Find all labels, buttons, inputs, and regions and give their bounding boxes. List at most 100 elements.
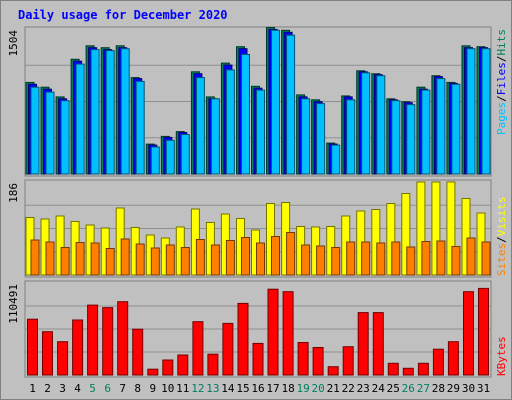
x-tick-label-14: 14 xyxy=(221,382,235,395)
legend-sites: Sites xyxy=(495,243,508,276)
bar-sites-25 xyxy=(391,241,401,276)
bar-sites-30 xyxy=(466,237,476,276)
x-tick-label-3: 3 xyxy=(59,382,66,395)
bar-visits-25 xyxy=(386,203,396,276)
bar-pages-14 xyxy=(225,69,235,175)
bar-sites-4 xyxy=(75,242,85,276)
bar-visits-30 xyxy=(461,198,471,276)
bar-kbytes-22 xyxy=(342,346,354,376)
bar-pages-6 xyxy=(105,50,115,175)
bar-pages-2 xyxy=(45,91,55,175)
bar-kbytes-20 xyxy=(312,347,324,376)
bar-pages-5 xyxy=(90,49,100,175)
x-tick-label-15: 15 xyxy=(236,382,249,395)
panel-visitors xyxy=(24,179,492,278)
x-tick-labels: 1 2 3 4 5 6 7 8 9 10 11 12 13 14 15 16 17 18 19 20 21 22 23 24 2… xyxy=(29,382,490,395)
bar-sites-6 xyxy=(105,248,115,276)
series-sites xyxy=(30,232,491,276)
x-tick-label-2: 2 xyxy=(44,382,51,395)
legend-pages: Pages xyxy=(495,102,508,135)
bar-pages-13 xyxy=(210,98,220,175)
bar-visits-26 xyxy=(401,193,411,276)
x-tick-label-27: 27 xyxy=(417,382,430,395)
bar-pages-1 xyxy=(30,86,40,175)
bar-kbytes-30 xyxy=(463,291,474,376)
x-tick-label-28: 28 xyxy=(432,382,445,395)
bar-sites-2 xyxy=(45,241,55,276)
legend-files: Files xyxy=(495,62,508,95)
bar-kbytes-6 xyxy=(102,307,114,376)
bar-pages-26 xyxy=(406,104,416,175)
panel-requests xyxy=(24,26,492,177)
bar-kbytes-27 xyxy=(417,362,429,376)
bar-pages-20 xyxy=(316,103,326,175)
bar-sites-3 xyxy=(60,247,70,276)
bar-pages-10 xyxy=(165,139,175,175)
x-tick-label-19: 19 xyxy=(296,382,309,395)
panel-traffic xyxy=(24,280,492,378)
bar-pages-23 xyxy=(361,72,371,175)
bar-pages-12 xyxy=(195,77,205,175)
bar-pages-7 xyxy=(120,48,130,175)
bar-sites-24 xyxy=(376,242,386,276)
bar-pages-9 xyxy=(150,146,160,175)
chart-panels xyxy=(24,26,492,378)
bar-pages-4 xyxy=(75,63,85,175)
bar-sites-18 xyxy=(286,232,296,276)
bar-kbytes-13 xyxy=(207,353,219,376)
bar-sites-19 xyxy=(301,244,311,276)
bar-sites-13 xyxy=(210,244,220,276)
legend-separator: / xyxy=(495,95,508,102)
bar-kbytes-28 xyxy=(432,348,444,376)
bar-kbytes-8 xyxy=(132,328,144,376)
bar-sites-20 xyxy=(316,245,326,276)
x-tick-label-12: 12 xyxy=(191,382,204,395)
series-visits xyxy=(25,181,486,276)
legend-requests: Pages/Files/Hits xyxy=(495,29,508,135)
bar-kbytes-24 xyxy=(372,312,384,376)
x-tick-label-26: 26 xyxy=(402,382,415,395)
bar-kbytes-7 xyxy=(117,301,129,376)
bar-sites-8 xyxy=(135,243,145,276)
x-tick-label-9: 9 xyxy=(149,382,156,395)
bar-kbytes-25 xyxy=(387,362,399,376)
series-kbytes xyxy=(27,287,489,376)
legend-visitors: Sites/Visits xyxy=(495,197,508,277)
bar-kbytes-2 xyxy=(42,331,53,376)
bar-pages-31 xyxy=(481,48,491,175)
bar-visits-27 xyxy=(416,181,426,276)
bar-pages-25 xyxy=(391,100,401,175)
x-tick-label-11: 11 xyxy=(176,382,189,395)
bar-visits-29 xyxy=(446,181,456,276)
bar-kbytes-26 xyxy=(402,367,414,376)
bar-pages-16 xyxy=(256,89,265,175)
bar-kbytes-12 xyxy=(192,321,204,376)
x-tick-label-30: 30 xyxy=(462,382,475,395)
legend-visits: Visits xyxy=(495,197,508,237)
x-tick-label-20: 20 xyxy=(311,382,324,395)
x-tick-label-25: 25 xyxy=(387,382,400,395)
bar-pages-19 xyxy=(301,98,311,175)
bar-pages-30 xyxy=(466,48,476,175)
bar-kbytes-9 xyxy=(147,368,159,376)
bar-sites-31 xyxy=(481,241,491,276)
bar-pages-8 xyxy=(135,80,145,175)
bar-kbytes-3 xyxy=(57,341,69,376)
bar-kbytes-4 xyxy=(72,319,84,376)
legend-hits: Hits xyxy=(495,29,508,56)
bar-kbytes-31 xyxy=(478,287,489,376)
bar-sites-29 xyxy=(451,246,461,276)
bar-kbytes-18 xyxy=(282,291,294,376)
max-label-visitors: 186 xyxy=(7,183,20,203)
bar-sites-14 xyxy=(225,240,235,276)
x-tick-label-6: 6 xyxy=(104,382,111,395)
bar-kbytes-19 xyxy=(297,342,309,376)
bar-visits-3 xyxy=(55,215,65,276)
chart-title: Daily usage for December 2020 xyxy=(18,8,228,22)
x-tick-label-22: 22 xyxy=(342,382,355,395)
bar-pages-21 xyxy=(331,144,341,175)
bar-kbytes-1 xyxy=(27,318,38,376)
bar-sites-10 xyxy=(165,244,175,276)
